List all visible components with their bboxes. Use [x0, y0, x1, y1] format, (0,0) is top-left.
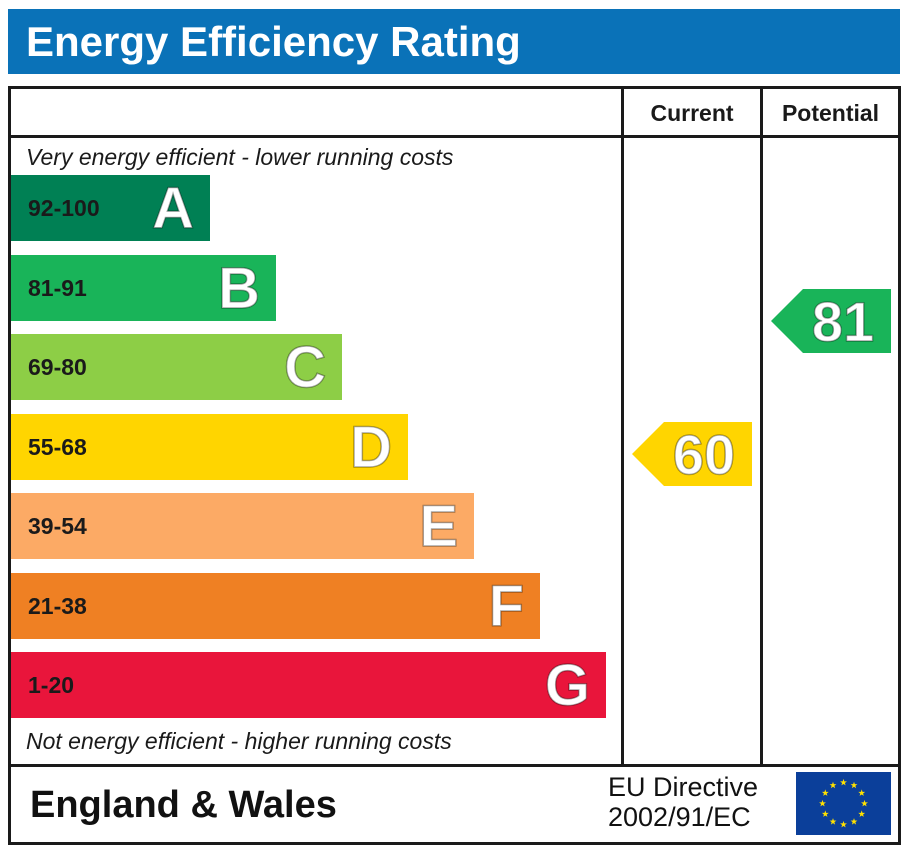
band-a-range: 92-100	[28, 195, 100, 221]
band-b-range: 81-91	[28, 275, 87, 301]
top-note: Very energy efficient - lower running co…	[26, 144, 454, 170]
eu-star	[850, 818, 858, 825]
band-f-range: 21-38	[28, 593, 87, 619]
column-divider-potential	[760, 86, 763, 766]
band-a-letter: A	[151, 175, 194, 242]
eu-star	[850, 781, 858, 789]
page-title: Energy Efficiency Rating	[8, 9, 900, 74]
potential-rating-value: 81	[812, 290, 874, 353]
column-header-current: Current	[650, 100, 734, 126]
directive-line-2: 2002/91/EC	[608, 802, 751, 832]
band-g-range: 1-20	[28, 672, 75, 698]
footer-divider	[8, 764, 901, 767]
band-c-range: 69-80	[28, 354, 87, 380]
band-b: 81-91 B	[11, 255, 276, 322]
band-g: 1-20 G	[11, 652, 606, 719]
band-c-letter: C	[283, 334, 326, 401]
band-c: 69-80 C	[11, 334, 342, 401]
eu-flag-icon	[796, 772, 891, 835]
directive-line-1: EU Directive	[608, 772, 759, 802]
eu-star	[821, 810, 829, 817]
eu-star	[858, 789, 866, 796]
eu-star	[861, 799, 868, 807]
band-f: 21-38 F	[11, 573, 540, 640]
band-d-letter: D	[349, 414, 392, 481]
potential-rating-arrow: 81	[771, 289, 891, 354]
band-a: 92-100 A	[11, 175, 210, 242]
band-f-letter: F	[488, 573, 525, 640]
band-d: 55-68 D	[11, 414, 408, 481]
eu-star	[819, 799, 826, 807]
current-rating-value: 60	[673, 423, 735, 486]
eu-star	[840, 778, 847, 786]
eu-star	[840, 820, 847, 828]
current-rating-arrow-shape	[632, 422, 752, 486]
column-divider-current	[621, 86, 624, 766]
band-e-range: 39-54	[28, 513, 87, 539]
band-e: 39-54 E	[11, 493, 474, 560]
band-d-range: 55-68	[28, 434, 87, 460]
rating-frame	[8, 86, 901, 845]
eu-star	[829, 818, 837, 825]
eu-star	[821, 789, 829, 796]
footer-country: England & Wales	[30, 784, 337, 826]
potential-rating-arrow-shape	[771, 289, 891, 353]
eu-star	[858, 810, 866, 817]
band-b-letter: B	[217, 255, 260, 322]
band-g-letter: G	[544, 652, 591, 719]
current-rating-arrow: 60	[632, 422, 752, 487]
footer-directive: EU Directive 2002/91/EC	[608, 772, 758, 832]
eu-star	[829, 781, 837, 789]
band-e-letter: E	[419, 493, 459, 560]
column-header-potential: Potential	[781, 100, 880, 126]
header-divider	[8, 135, 901, 138]
bottom-note: Not energy efficient - higher running co…	[26, 728, 452, 754]
